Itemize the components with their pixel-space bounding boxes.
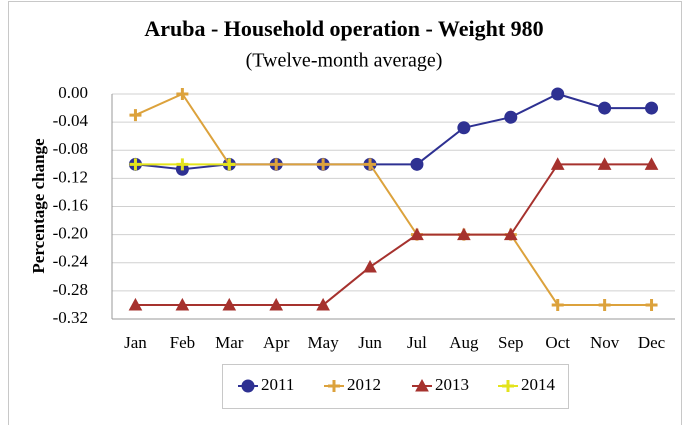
x-tick-label: Oct [545,333,570,352]
x-tick-label: Jan [124,333,147,352]
y-tick-label: -0.24 [53,252,89,271]
legend-marker [241,379,255,393]
data-point [317,158,330,171]
data-point [176,158,189,171]
chart-frame [8,1,682,425]
series-line [135,92,652,171]
y-tick-label: -0.04 [53,111,89,130]
data-point [410,157,424,171]
y-tick-label: -0.28 [53,280,88,299]
data-point [597,157,612,170]
x-tick-label: May [308,333,340,352]
series-line [135,92,652,306]
data-point [363,259,377,273]
data-point [645,101,659,115]
x-tick-label: Nov [590,333,620,352]
data-point [457,227,471,241]
y-tick-label: -0.20 [53,224,88,243]
chart-subtitle: (Twelve-month average) [246,50,443,72]
data-point [269,297,284,311]
x-tick-label: Mar [215,333,244,352]
legend-label: 2011 [261,375,294,394]
data-point [364,158,377,171]
data-point [128,297,143,311]
legend-label: 2012 [347,375,381,394]
data-point [503,227,518,241]
data-point [550,157,565,170]
data-point [222,297,237,311]
y-tick-label: -0.08 [53,139,88,158]
data-point [129,158,142,171]
data-point [645,298,658,311]
data-point [410,227,424,241]
legend-label: 2013 [435,375,469,394]
y-tick-label: -0.12 [53,167,88,186]
data-point [457,121,471,135]
data-point [598,298,611,311]
data-point [598,101,612,115]
data-point [644,157,659,170]
y-axis-label: Percentage change [29,138,48,274]
y-tick-label: 0.00 [58,83,88,102]
data-point [223,158,236,171]
y-tick-label: -0.32 [53,308,88,327]
legend-marker [502,380,514,392]
data-point [175,297,190,311]
x-tick-label: Jun [358,333,382,352]
series-line [135,163,652,306]
x-tick-label: Feb [170,333,196,352]
data-point [551,87,565,101]
x-tick-label: Dec [638,333,666,352]
chart-title: Aruba - Household operation - Weight 980 [144,16,543,41]
legend-marker [328,380,340,392]
x-tick-label: Aug [449,333,479,352]
x-tick-label: Jul [407,333,427,352]
data-point [129,109,142,122]
data-point [551,298,564,311]
data-point [504,110,518,124]
x-tick-label: Apr [263,333,290,352]
legend-marker [415,378,429,392]
legend-label: 2014 [521,375,556,394]
data-point [270,158,283,171]
x-tick-label: Sep [498,333,524,352]
data-point [176,88,189,100]
y-tick-label: -0.16 [53,195,88,214]
data-point [316,297,330,311]
